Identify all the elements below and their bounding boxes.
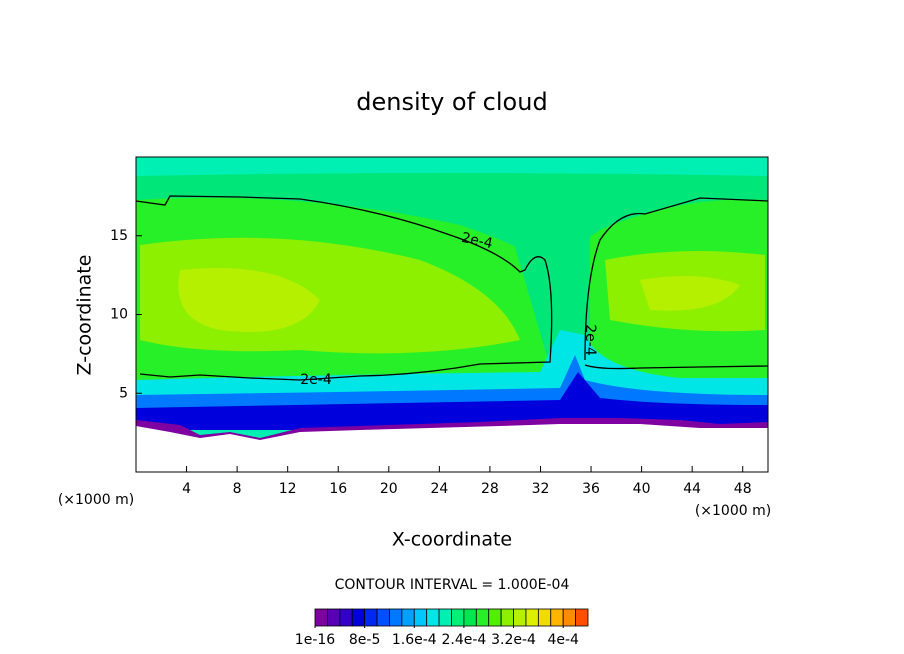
contour-label: 2e-4 xyxy=(460,230,494,252)
colorbar-swatch xyxy=(513,608,527,627)
colorbar-swatch xyxy=(475,608,490,627)
x-tick-label: 20 xyxy=(380,481,398,497)
x-tick-label: 44 xyxy=(683,481,701,497)
x-unit: (×1000 m) xyxy=(695,503,771,519)
colorbar-swatch xyxy=(327,608,341,627)
colorbar-swatch xyxy=(562,608,576,627)
colorbar-swatch xyxy=(364,608,378,627)
colorbar-swatch xyxy=(376,608,390,627)
x-axis-label: X-coordinate xyxy=(392,529,512,551)
colorbar-tick-label: 4e-4 xyxy=(547,632,579,648)
x-tick-label: 12 xyxy=(279,481,297,497)
contour-label: 2e-4 xyxy=(582,324,598,356)
colorbar-swatch xyxy=(401,608,415,627)
colorbar-swatch xyxy=(351,608,366,627)
x-tick-label: 36 xyxy=(582,481,600,497)
colorbar-swatch xyxy=(314,608,328,627)
colorbar-swatch xyxy=(463,608,477,627)
x-tick-label: 40 xyxy=(633,481,651,497)
x-tick-label: 28 xyxy=(481,481,499,497)
colorbar-swatch xyxy=(525,608,539,627)
colorbar-swatch xyxy=(537,608,552,627)
colorbar-swatch xyxy=(550,608,564,627)
colorbar-swatch xyxy=(413,608,428,627)
x-tick-label: 16 xyxy=(329,481,347,497)
colorbar-swatch xyxy=(426,608,440,627)
colorbar-tick-label: 2.4e-4 xyxy=(441,632,486,648)
colorbar-swatch xyxy=(575,608,589,627)
contour-interval: CONTOUR INTERVAL = 1.000E-04 xyxy=(335,577,570,593)
chart-title: density of cloud xyxy=(356,88,547,116)
y-tick-label: 10 xyxy=(110,307,128,323)
colorbar-tick-label: 3.2e-4 xyxy=(491,632,536,648)
colorbar-swatch xyxy=(500,608,514,627)
x-tick-label: 32 xyxy=(532,481,550,497)
y-axis-label: Z-coordinate xyxy=(74,255,96,376)
colorbar-tick-label: 1.6e-4 xyxy=(392,632,437,648)
x-tick-label: 4 xyxy=(182,481,191,497)
x-tick-label: 48 xyxy=(734,481,752,497)
y-tick-label: 5 xyxy=(119,385,128,401)
x-tick-label: 8 xyxy=(233,481,242,497)
contour-field xyxy=(136,157,768,472)
colorbar-swatch xyxy=(451,608,465,627)
colorbar-swatch xyxy=(488,608,502,627)
contour-label: 2e-4 xyxy=(300,372,332,388)
y-tick-label: 15 xyxy=(110,228,128,244)
y-unit: (×1000 m) xyxy=(58,492,134,508)
colorbar-swatch xyxy=(389,608,403,627)
x-tick-label: 24 xyxy=(430,481,448,497)
colorbar-tick-label: 8e-5 xyxy=(349,632,380,648)
colorbar-tick-label: 1e-16 xyxy=(295,632,335,648)
colorbar-swatch xyxy=(339,608,353,627)
colorbar-swatch xyxy=(438,608,452,627)
